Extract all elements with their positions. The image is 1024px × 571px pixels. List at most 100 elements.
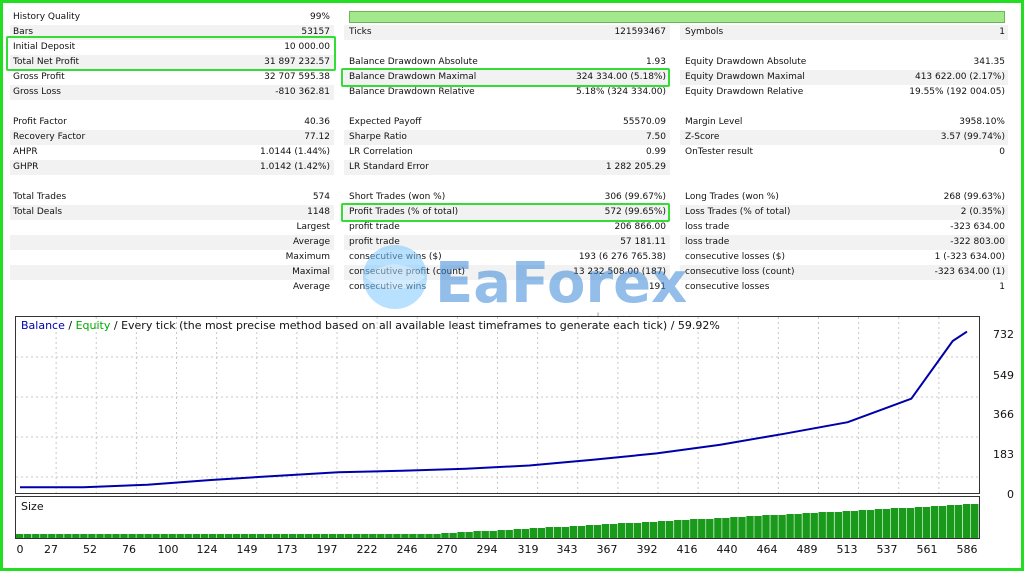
stat-label: Ticks (349, 27, 372, 37)
stat-label: Symbols (685, 27, 724, 37)
size-bar (216, 534, 224, 538)
size-bar (730, 517, 738, 538)
stat-row: Gross Profit 32 707 595.38 (10, 70, 334, 85)
size-bar (112, 534, 120, 538)
stat-value: 10 000.00 (284, 42, 330, 52)
size-bar (842, 511, 850, 538)
size-bar (457, 532, 465, 538)
size-bar (609, 524, 618, 538)
stat-row: Recovery Factor 77.12 (10, 130, 334, 145)
size-bar (224, 534, 233, 538)
stat-label: Total Deals (13, 207, 63, 217)
stat-label: Margin Level (685, 117, 743, 127)
stat-row: Sharpe Ratio 7.50 (344, 130, 670, 145)
stat-value: 53157 (301, 27, 330, 37)
size-bar (481, 531, 489, 538)
size-bar (521, 529, 529, 538)
stat-row: Total Net Profit 31 897 232.57 (10, 55, 334, 70)
x-tick: 319 (517, 543, 539, 556)
x-tick: 586 (956, 543, 978, 556)
size-bar (577, 526, 586, 538)
stat-label: GHPR (13, 162, 39, 172)
size-bar (922, 507, 931, 538)
stat-value: 99% (309, 12, 330, 22)
balance-chart (15, 316, 980, 494)
balance-chart-svg (16, 317, 979, 493)
stat-label: Z-Score (685, 132, 720, 142)
size-bar (834, 512, 842, 538)
stat-value: 2 (0.35%) (960, 207, 1005, 217)
highlight-box-drawdown (341, 68, 670, 87)
size-bar (561, 527, 570, 538)
x-tick: 173 (276, 543, 298, 556)
stat-value: 572 (99.65%) (604, 207, 666, 217)
size-bar (946, 505, 955, 538)
stat-value: 341.35 (973, 57, 1006, 67)
stat-label: Short Trades (won %) (349, 192, 446, 202)
stat-row: Equity Drawdown Absolute 341.35 (680, 55, 1008, 70)
size-bar (96, 534, 104, 538)
size-bar (152, 534, 160, 538)
stat-value: 1.0144 (1.44%) (260, 147, 330, 157)
size-bar (72, 534, 80, 538)
stat-value: 32 707 595.38 (264, 72, 330, 82)
stat-label: Average (293, 237, 330, 247)
size-bar (176, 534, 184, 538)
size-bar (425, 534, 433, 538)
size-bar (208, 534, 216, 538)
stat-row: Total Deals 1148 (10, 205, 334, 220)
chart-title-sep: / (64, 319, 76, 332)
stat-value: 574 (312, 192, 330, 202)
stat-label: Gross Loss (13, 87, 61, 97)
stat-row: LR Correlation 0.99 (344, 145, 670, 160)
stat-row: Total Trades 574 (10, 190, 334, 205)
stat-label: Bars (13, 27, 34, 37)
stat-value: 1148 (307, 207, 330, 217)
stat-label: consecutive loss (count) (685, 267, 795, 277)
stat-value: -323 634.00 (950, 222, 1005, 232)
size-bar (666, 521, 674, 538)
stat-value: 55570.09 (623, 117, 666, 127)
size-bar (329, 534, 337, 538)
size-bar (272, 534, 281, 538)
stat-row: profit trade 206 866.00 (344, 220, 670, 235)
stat-label: Balance Drawdown Maximal (349, 72, 477, 82)
size-bar (786, 514, 794, 538)
size-bar (633, 523, 642, 538)
size-bar (690, 519, 698, 538)
chart-title-balance: Balance (21, 319, 65, 332)
x-tick: 246 (396, 543, 418, 556)
stat-value: 3958.10% (959, 117, 1005, 127)
stat-row: Maximal (10, 265, 334, 280)
stat-value: 206 866.00 (614, 222, 666, 232)
size-bar (80, 534, 88, 538)
highlight-box-profit-trades (341, 203, 670, 222)
chart-title: Balance / Equity / Every tick (the most … (21, 319, 720, 332)
size-bar (449, 533, 457, 538)
x-tick: 294 (476, 543, 498, 556)
stat-label: Largest (296, 222, 330, 232)
size-bar (393, 534, 401, 538)
size-bar (882, 509, 891, 538)
stat-row: Average (10, 235, 334, 250)
size-bar (866, 510, 875, 538)
size-bar (264, 534, 273, 538)
size-bar (200, 534, 208, 538)
size-bar (337, 534, 345, 538)
size-bar (682, 520, 690, 538)
stat-label: Expected Payoff (349, 117, 422, 127)
size-bar (489, 531, 497, 538)
stat-row: Balance Drawdown Relative 5.18% (324 334… (344, 85, 670, 100)
size-bar (762, 515, 770, 538)
watermark-logo: EaForex store.com (363, 245, 687, 332)
stat-label: LR Correlation (349, 147, 413, 157)
size-bar (192, 534, 200, 538)
stat-row: loss trade -323 634.00 (680, 220, 1008, 235)
size-bar (40, 534, 48, 538)
stat-row: Equity Drawdown Relative 19.55% (192 004… (680, 85, 1008, 100)
size-bar (722, 518, 730, 538)
size-bar (930, 506, 939, 538)
size-bar (898, 508, 907, 538)
stat-label: Profit Trades (% of total) (349, 207, 459, 217)
size-bar (545, 527, 553, 538)
